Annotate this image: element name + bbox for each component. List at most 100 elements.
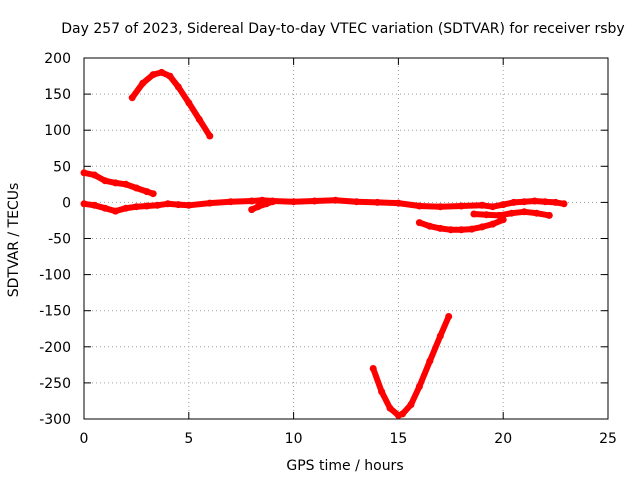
y-tick-labels: -300 -250 -200 -150 -100 -50 0 50 100 150 200 [39,51,71,428]
series-5-point [545,211,553,219]
series-2-point [457,202,465,210]
y-tick-label: 150 [44,87,71,103]
series-2-point [415,202,423,210]
series-4-point [447,226,455,234]
series-1-point [80,169,88,177]
series-0-point [139,79,147,87]
series-2-point [290,198,298,206]
series-2-point [531,197,539,205]
axis-ticks [83,57,609,420]
chart-title: Day 257 of 2023, Sidereal Day-to-day VTE… [61,21,624,37]
series-2-point [80,200,88,208]
plot-frame [83,57,609,420]
series-2-point [164,200,172,208]
series-1-point [101,177,109,185]
series-0-point [158,68,166,76]
series-5-point [470,210,478,218]
series-2-point [499,201,507,209]
series-2-point [185,201,193,209]
data-series [80,68,568,419]
y-tick-label: 0 [62,195,71,211]
series-6-point [445,313,453,320]
series-4-point [489,220,497,228]
x-tick-label: 25 [599,431,617,447]
series-3-point [262,200,270,208]
series-1-point [149,190,157,198]
series-2-point [510,198,518,206]
series-4-point [436,224,444,232]
series-2-point [552,198,560,206]
series-5-point [482,211,490,219]
series-2-point [91,201,98,209]
series-1-point [132,184,140,192]
series-5-point [495,211,503,219]
x-tick-labels: 0 5 10 15 20 25 [80,431,617,447]
series-6-point [415,383,423,390]
series-2-point [394,199,402,207]
series-2-point [122,204,130,212]
series-2-point [174,201,182,209]
series-5-point [508,209,516,217]
series-2-point [373,198,381,206]
series-0-point [185,99,193,107]
series-2-point [541,198,549,206]
series-4-point [426,222,434,230]
y-axis-title: SDTVAR / TECUs [6,183,22,298]
series-2-point [227,198,235,206]
series-2-point [248,197,256,205]
series-6-line [370,313,452,419]
series-2-point [489,203,497,211]
series-0-point [166,72,174,80]
series-2-point [560,200,568,208]
x-axis-title: GPS time / hours [286,458,403,474]
y-tick-label: 100 [44,123,71,139]
series-2-point [206,199,214,207]
series-6-point [386,404,394,412]
series-0-point [128,94,136,102]
series-6-point [426,357,434,365]
series-0-point [206,132,214,140]
series-1-point [143,188,151,196]
series-2-point [143,202,151,210]
series-2-point [311,197,319,205]
x-tick-label: 0 [80,431,89,447]
series-6-point [369,365,377,372]
series-6-point [399,410,407,418]
series-4-point [468,225,476,233]
series-2-point [132,203,140,211]
series-2-point [111,207,119,215]
series-3-point [254,203,262,211]
x-tick-label: 5 [184,431,193,447]
y-tick-label: -150 [39,304,71,320]
series-2-point [353,198,360,206]
series-0-point [174,83,182,91]
series-1-point [122,180,130,188]
y-tick-label: 200 [44,51,71,67]
series-4-point [457,226,465,234]
series-2-point [436,203,444,211]
series-5-point [533,209,541,217]
y-tick-label: -300 [39,412,71,428]
y-tick-label: -100 [39,268,71,284]
series-2-point [332,196,339,204]
series-3-point [269,198,277,206]
series-6-point [378,388,386,396]
grid-lines [84,58,608,419]
series-2-line [81,197,567,215]
series-2-point [101,204,109,212]
x-tick-label: 10 [285,431,303,447]
series-6-point [436,332,444,340]
y-tick-label: -50 [48,232,71,248]
x-tick-label: 20 [494,431,512,447]
series-0-point [149,71,157,79]
y-tick-label: -250 [39,376,71,392]
series-1-point [91,171,98,179]
series-0-point [195,115,203,123]
y-tick-label: 50 [53,159,71,175]
series-1-point [111,179,119,187]
series-3-point [248,206,256,214]
x-tick-label: 15 [389,431,407,447]
series-6-point [407,401,415,409]
series-5-point [520,208,528,216]
